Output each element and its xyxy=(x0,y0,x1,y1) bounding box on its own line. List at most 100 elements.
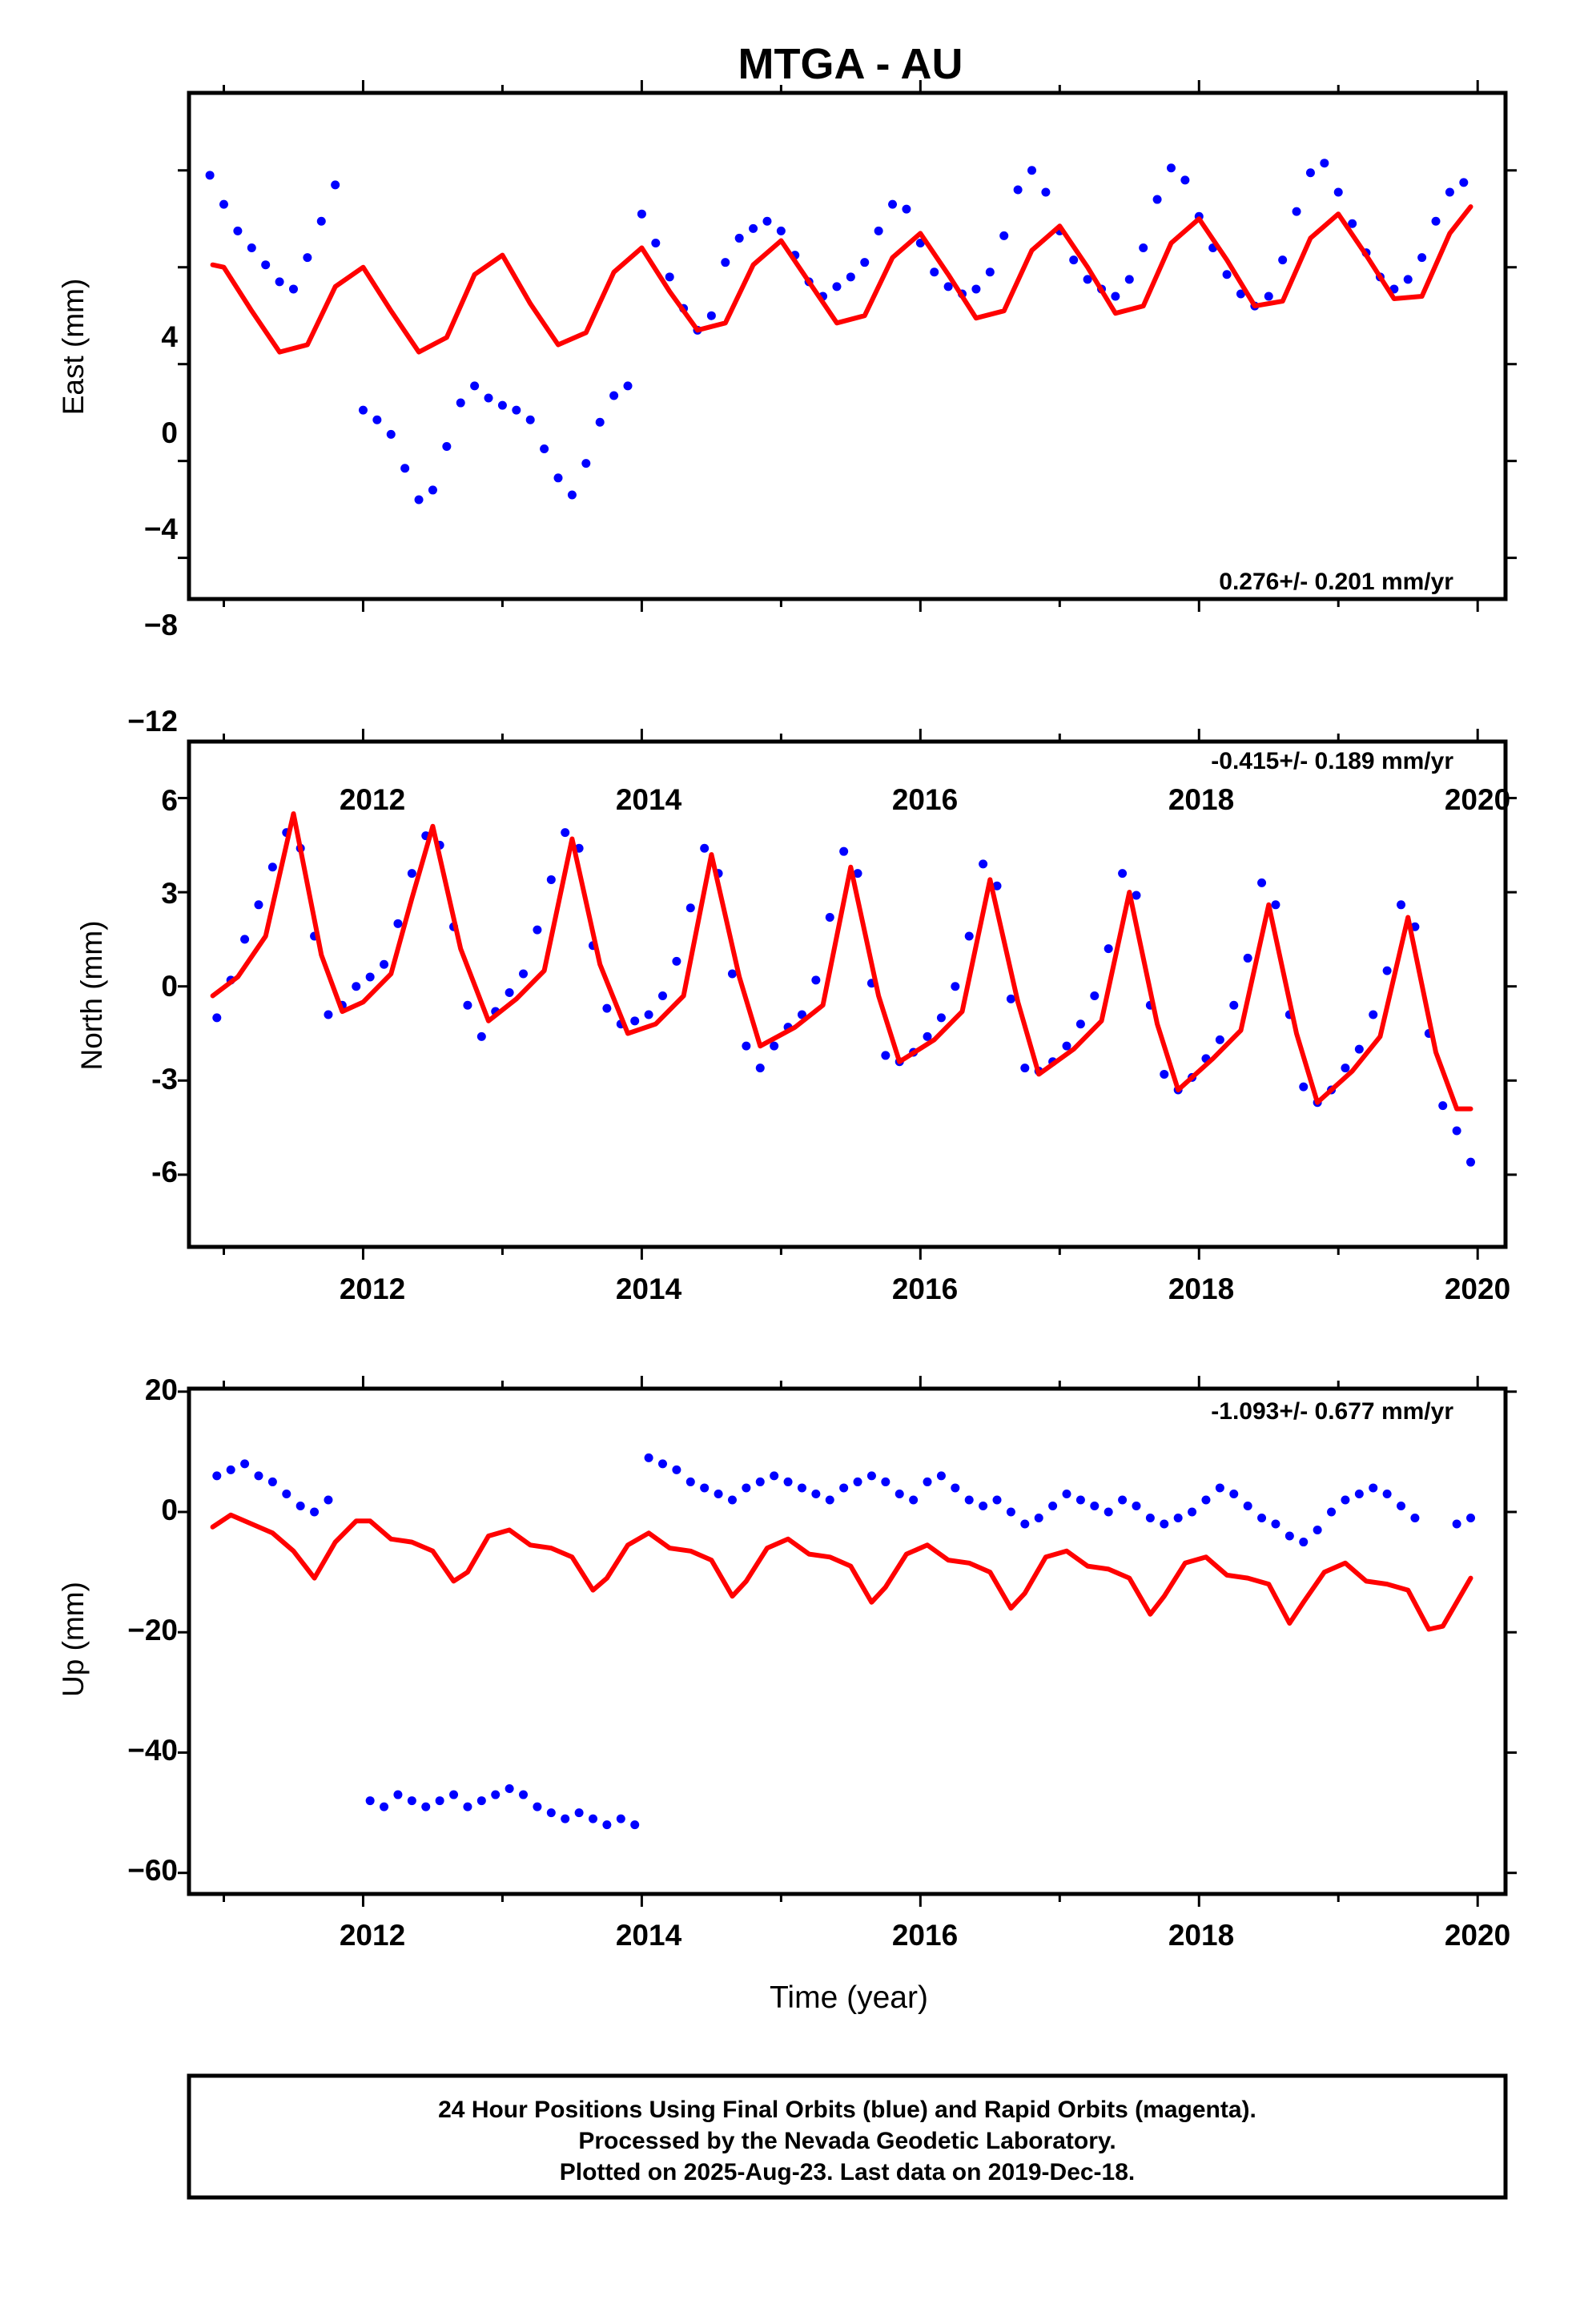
up-point xyxy=(1104,1507,1113,1517)
up-point xyxy=(853,1477,862,1486)
up-point xyxy=(1313,1526,1322,1535)
north-point xyxy=(881,1051,890,1060)
up-point xyxy=(1188,1507,1197,1517)
east-point xyxy=(762,216,772,226)
chart-title: MTGA - AU xyxy=(738,40,963,88)
up-point xyxy=(1160,1519,1169,1529)
east-point xyxy=(288,284,298,294)
east-point xyxy=(749,223,758,233)
north-point xyxy=(254,900,263,910)
up-point xyxy=(254,1471,263,1481)
up-point xyxy=(1118,1495,1128,1505)
north-point xyxy=(1229,1000,1239,1010)
east-point xyxy=(247,243,256,253)
east-point xyxy=(706,311,716,320)
up-point xyxy=(476,1796,486,1806)
east-point xyxy=(219,199,228,209)
up-point xyxy=(992,1495,1002,1505)
north-model-line xyxy=(210,811,1473,1112)
north-point xyxy=(393,919,403,928)
north-point xyxy=(811,975,821,985)
north-y-axis-label: North (mm) xyxy=(75,920,108,1070)
up-plot-frame xyxy=(187,1386,1508,1896)
up-rate-label: -1.093+/- 0.677 mm/yr xyxy=(1211,1398,1453,1425)
up-point xyxy=(267,1477,277,1486)
up-point xyxy=(561,1814,570,1823)
east-point xyxy=(665,272,674,282)
east-point xyxy=(1013,185,1023,195)
up-point xyxy=(936,1471,946,1481)
up-point xyxy=(574,1808,584,1818)
up-point xyxy=(923,1477,932,1486)
east-point xyxy=(553,473,563,483)
up-point xyxy=(1354,1489,1364,1498)
east-point xyxy=(832,282,842,292)
north-point xyxy=(1397,900,1406,910)
north-point xyxy=(267,862,277,872)
up-point xyxy=(755,1477,765,1486)
north-point xyxy=(657,991,667,1000)
up-point xyxy=(657,1459,667,1469)
up-y-axis-label: Up (mm) xyxy=(57,1582,90,1697)
east-point xyxy=(1069,255,1079,265)
north-point xyxy=(1062,1041,1071,1051)
north-point xyxy=(797,1010,806,1019)
north-point xyxy=(685,903,695,913)
east-point xyxy=(888,199,898,209)
east-point xyxy=(1278,255,1288,265)
panel-east: East (mm) 0.276+/- 0.201 mm/yr 4 0 −4 −8… xyxy=(57,80,1517,816)
up-point xyxy=(714,1489,723,1498)
north-point xyxy=(1075,1019,1085,1029)
up-point xyxy=(1062,1489,1071,1498)
east-point xyxy=(261,260,271,270)
north-point xyxy=(1104,944,1113,954)
up-point xyxy=(1034,1514,1043,1523)
east-point xyxy=(1166,163,1176,173)
north-point xyxy=(533,925,542,935)
footer-line-1: 24 Hour Positions Using Final Orbits (bl… xyxy=(438,2097,1256,2123)
east-point xyxy=(1083,275,1092,284)
east-point xyxy=(595,417,605,427)
east-point xyxy=(205,171,215,180)
east-point xyxy=(303,253,312,263)
east-point xyxy=(721,258,730,267)
east-point xyxy=(1333,187,1343,197)
east-point xyxy=(1041,187,1051,197)
east-point xyxy=(1348,219,1357,228)
north-point xyxy=(1020,1063,1030,1073)
east-point xyxy=(428,485,437,495)
north-point xyxy=(1132,891,1141,900)
up-point xyxy=(1382,1489,1392,1498)
east-marks xyxy=(178,80,1517,612)
north-point xyxy=(476,1031,486,1041)
east-point xyxy=(1111,292,1120,301)
up-point xyxy=(365,1796,375,1806)
east-point xyxy=(1124,275,1134,284)
up-point xyxy=(742,1483,751,1493)
east-point xyxy=(358,405,368,415)
up-point xyxy=(589,1814,598,1823)
up-point xyxy=(1229,1489,1239,1498)
up-point xyxy=(491,1790,501,1799)
east-y-tick-4: −12 xyxy=(127,705,178,738)
north-y-tick-4: -6 xyxy=(151,1156,178,1188)
north-point xyxy=(727,969,737,979)
east-point xyxy=(985,267,995,277)
up-point xyxy=(310,1507,320,1517)
north-point xyxy=(936,1013,946,1023)
east-point xyxy=(1320,159,1329,168)
up-model-line xyxy=(210,1512,1473,1632)
up-point xyxy=(672,1465,681,1474)
up-point xyxy=(1369,1483,1378,1493)
up-point xyxy=(1257,1514,1267,1523)
up-point xyxy=(1299,1538,1309,1547)
up-point xyxy=(1145,1514,1155,1523)
up-point xyxy=(685,1477,695,1486)
east-point xyxy=(1264,292,1273,301)
up-point xyxy=(727,1495,737,1505)
up-point xyxy=(979,1501,988,1510)
up-y-tick-4: −60 xyxy=(127,1854,178,1887)
up-point xyxy=(1215,1483,1224,1493)
north-x-tick-2012: 2012 xyxy=(340,1273,405,1305)
east-point xyxy=(456,398,465,408)
